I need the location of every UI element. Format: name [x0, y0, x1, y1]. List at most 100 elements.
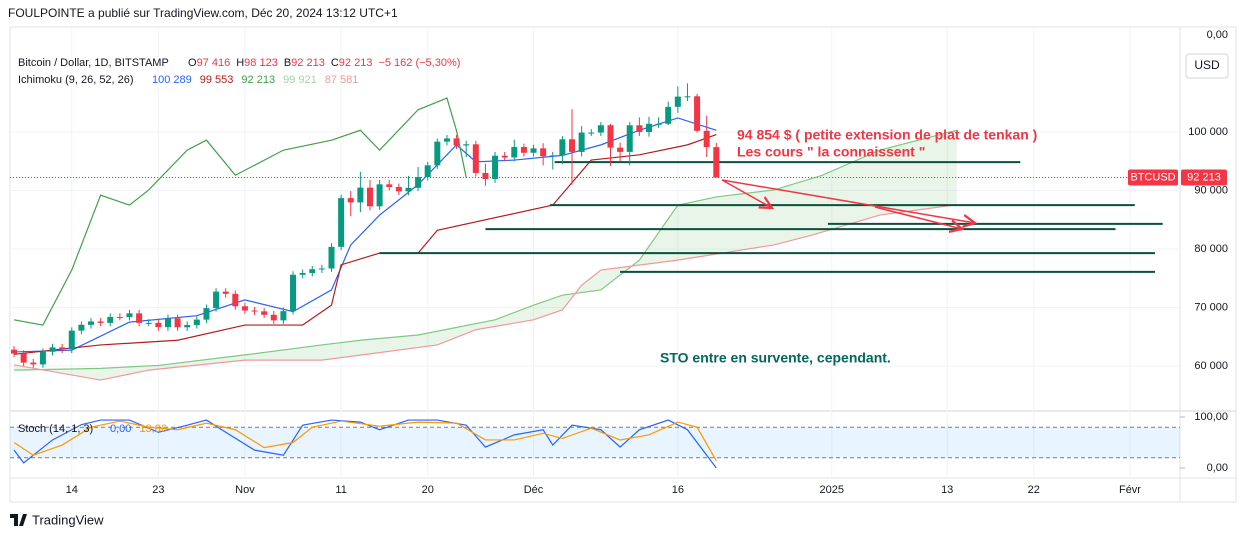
- annotation: STO entre en survente, cependant.: [660, 350, 891, 366]
- top-axis-label: 0,00: [1207, 29, 1228, 41]
- candle-body: [20, 353, 27, 363]
- candle-body: [463, 144, 470, 146]
- cloud-line: [14, 129, 957, 371]
- candle-body: [164, 318, 171, 328]
- y-tick-label: 70 000: [1194, 301, 1228, 313]
- candle-body: [328, 246, 335, 269]
- stoch-line: [13, 420, 717, 462]
- candle-body: [309, 269, 316, 273]
- candle-body: [674, 96, 681, 107]
- candle-body: [511, 146, 518, 158]
- annotation: Les cours " la connaissent ": [737, 144, 925, 160]
- candle-body: [453, 138, 460, 146]
- candle-body: [482, 172, 489, 180]
- candle-body: [395, 186, 402, 192]
- y-tick-label: 90 000: [1194, 184, 1228, 196]
- x-tick-label: 2025: [820, 484, 844, 496]
- candle-body: [530, 148, 537, 153]
- x-tick-label: 23: [152, 484, 164, 496]
- annotation: 94 854 $ ( petite extension de plat de t…: [737, 127, 1037, 143]
- candle-body: [347, 198, 354, 203]
- y-tick-label: 60 000: [1194, 360, 1228, 372]
- x-tick-label: Déc: [524, 484, 544, 496]
- candle-body: [405, 187, 412, 192]
- y-tick-label: 0,00: [1207, 462, 1228, 474]
- candle-body: [232, 293, 239, 307]
- legend-text: O: [188, 57, 197, 69]
- candle-body: [415, 177, 422, 188]
- currency-label: USD: [1194, 58, 1220, 72]
- candle-body: [30, 362, 37, 365]
- candle-body: [261, 311, 268, 315]
- candle-body: [520, 146, 527, 153]
- candle-body: [338, 198, 345, 247]
- price-tag: [1128, 169, 1178, 186]
- candle-body: [155, 322, 162, 328]
- legend-text: 99 921: [283, 74, 317, 86]
- legend-text: 92 213: [291, 57, 325, 69]
- legend-text: 0,00: [110, 423, 131, 435]
- frame: [9, 26, 1237, 503]
- brand-logo: [10, 514, 27, 526]
- candle-body: [713, 147, 720, 178]
- candle-body: [107, 316, 114, 323]
- candle-body: [472, 144, 479, 173]
- candle-body: [501, 155, 508, 158]
- candle-body: [684, 96, 691, 98]
- candle-body: [588, 132, 595, 134]
- candle-body: [145, 322, 152, 324]
- candle-body: [241, 306, 248, 311]
- x-tick-label: 11: [335, 484, 346, 496]
- candle-body: [540, 148, 547, 157]
- x-tick-label: 14: [66, 484, 78, 496]
- x-tick-label: 20: [422, 484, 434, 496]
- candle-body: [617, 147, 624, 152]
- legend-text: H: [236, 57, 244, 69]
- candle-body: [136, 313, 143, 323]
- candle-body: [39, 351, 46, 365]
- x-tick-label: Nov: [235, 484, 255, 496]
- candle-body: [424, 165, 431, 178]
- candle-body: [184, 325, 191, 328]
- candle-body: [251, 310, 258, 312]
- candle-body: [443, 138, 450, 142]
- candle-body: [203, 308, 210, 320]
- candle-body: [665, 106, 672, 124]
- candle-body: [357, 187, 364, 203]
- price-tag-value: 92 213: [1187, 171, 1221, 183]
- plot-area: 60 000 70 000 80 000 90 000 100 000 14 23 Nov 11…: [10, 27, 1228, 496]
- stoch-band-fill: [10, 427, 1180, 458]
- stoch-title: Stoch (14, 1, 3): [18, 423, 93, 435]
- candle-body: [578, 132, 585, 152]
- stoch-line: [13, 419, 717, 469]
- candle-body: [597, 125, 604, 133]
- candle-body: [290, 274, 297, 312]
- arrow: [721, 179, 975, 223]
- cloud-line: [13, 204, 957, 381]
- candle-body: [11, 349, 18, 354]
- currency-button[interactable]: [1185, 53, 1229, 79]
- legend-text: 92 213: [241, 74, 275, 86]
- candle-body: [97, 321, 104, 323]
- candle-body: [376, 184, 383, 207]
- candle-body: [88, 321, 95, 325]
- candle-body: [116, 316, 123, 318]
- legend-text: 100 289: [152, 74, 192, 86]
- candle-body: [299, 272, 306, 275]
- candle-body: [59, 347, 66, 350]
- candle-body: [655, 123, 662, 125]
- candle-body: [434, 141, 441, 166]
- x-tick-label: 13: [941, 484, 953, 496]
- legend-text: C: [331, 57, 339, 69]
- candle-body: [703, 130, 710, 148]
- candle-body: [280, 311, 287, 321]
- candle-body: [492, 155, 499, 180]
- indicator-line: [14, 117, 717, 353]
- arrow: [721, 179, 772, 208]
- candle-body: [366, 187, 373, 207]
- candle-body: [213, 291, 220, 309]
- candle-body: [68, 330, 75, 350]
